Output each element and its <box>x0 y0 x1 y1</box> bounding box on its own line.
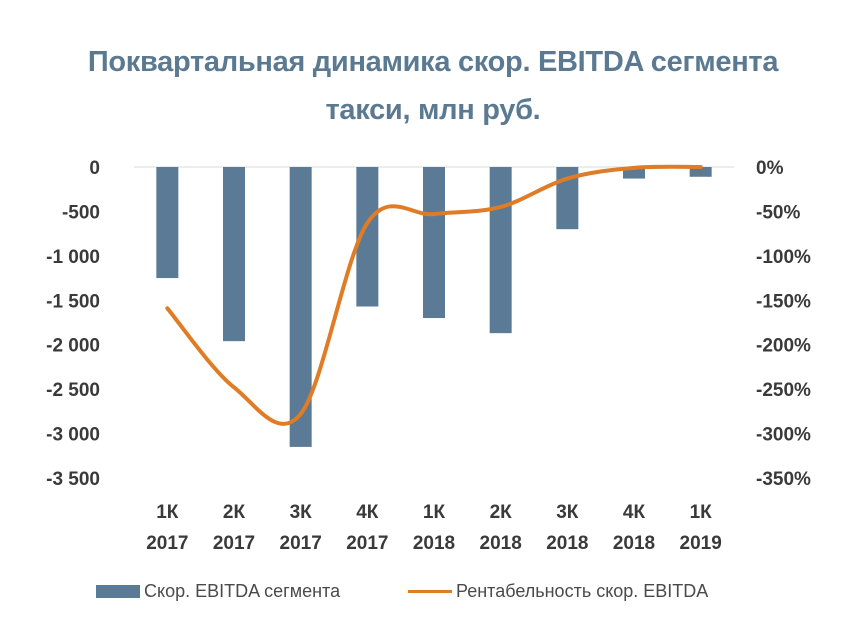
bar <box>289 167 312 447</box>
chart-title: Поквартальная динамика скор. EBITDA сегм… <box>0 38 866 134</box>
x-tick-label: 1К <box>690 502 713 523</box>
bar <box>623 167 645 179</box>
y-left-tick-label: -3 500 <box>46 469 100 490</box>
bar <box>556 167 579 230</box>
y-right-tick-label: -300% <box>756 425 811 446</box>
bar <box>489 167 512 334</box>
bar <box>156 167 179 279</box>
y-left-tick-label: -3 000 <box>46 425 100 446</box>
x-tick-label: 4К <box>356 502 379 523</box>
y-right-tick-label: -350% <box>756 469 811 490</box>
y-right-tick-label: -50% <box>756 202 800 223</box>
x-tick-label: 2017 <box>346 533 388 554</box>
legend: Скор. EBITDA сегмента Рентабельность ско… <box>0 576 866 606</box>
legend-line-label: Рентабельность скор. EBITDA <box>456 580 709 601</box>
chart-title-line-1: Поквартальная динамика скор. EBITDA сегм… <box>87 46 779 78</box>
legend-item-line: Рентабельность скор. EBITDA <box>408 576 708 606</box>
x-tick-label: 3К <box>556 502 579 523</box>
x-tick-label: 2К <box>223 502 246 523</box>
y-left-tick-label: -500 <box>62 202 100 223</box>
legend-bar-label: Скор. EBITDA сегмента <box>144 580 341 601</box>
x-tick-label: 1К <box>423 502 446 523</box>
y-left-tick-label: 0 <box>89 158 100 179</box>
x-tick-label: 2К <box>490 502 513 523</box>
y-left-tick-label: -1 000 <box>46 247 100 268</box>
y-right-tick-label: -200% <box>756 336 811 357</box>
x-tick-label: 3К <box>290 502 313 523</box>
y-right-tick-label: -150% <box>756 291 811 312</box>
bar <box>356 167 379 307</box>
x-tick-label: 2018 <box>413 533 455 554</box>
x-tick-label: 2017 <box>146 533 188 554</box>
y-right-tick-label: -100% <box>756 247 811 268</box>
x-tick-label: 2018 <box>480 533 522 554</box>
bar <box>223 167 245 342</box>
x-tick-label: 1К <box>156 502 179 523</box>
y-left-tick-label: -2 500 <box>46 380 100 401</box>
bar <box>689 167 712 177</box>
legend-line-swatch <box>408 589 452 593</box>
x-tick-label: 2019 <box>680 533 722 554</box>
y-right-tick-label: 0% <box>756 158 784 179</box>
y-left-tick-label: -2 000 <box>46 336 100 357</box>
x-tick-label: 2017 <box>213 533 255 554</box>
legend-bar-swatch <box>96 584 140 598</box>
x-tick-label: 2018 <box>546 533 588 554</box>
x-tick-label: 2018 <box>613 533 655 554</box>
bar <box>423 167 445 319</box>
x-tick-label: 2017 <box>280 533 322 554</box>
series-line-margin <box>165 164 703 426</box>
y-left-tick-label: -1 500 <box>46 291 100 312</box>
chart-title-line-2: такси, млн руб. <box>325 94 541 126</box>
legend-item-bar: Скор. EBITDA сегмента <box>96 576 340 606</box>
x-tick-label: 4К <box>623 502 646 523</box>
y-right-tick-label: -250% <box>756 380 811 401</box>
